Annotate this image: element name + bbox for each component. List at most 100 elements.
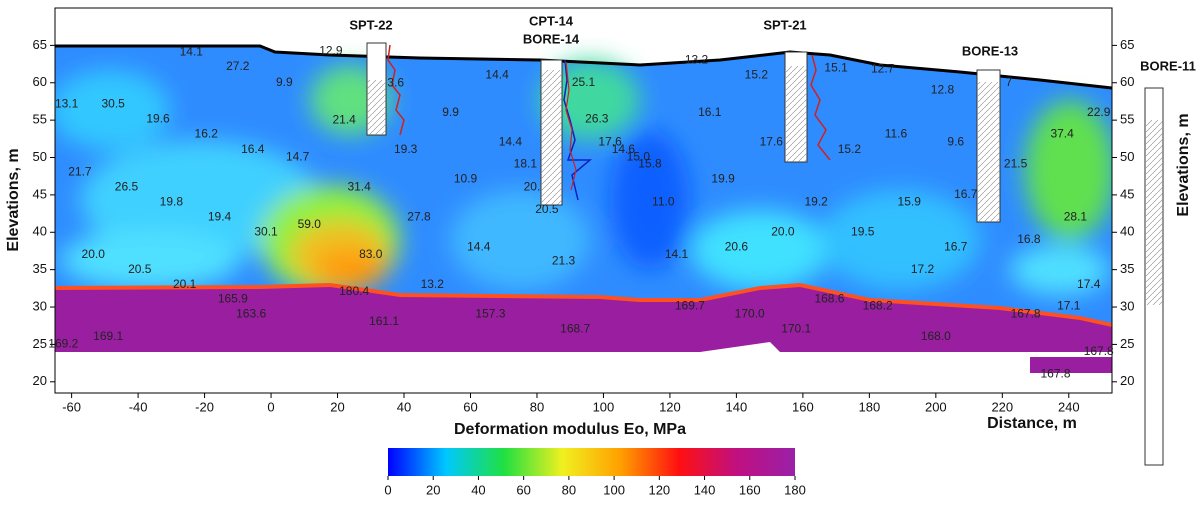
value-label: 3.6 bbox=[387, 76, 404, 90]
colorbar-tick-label: 40 bbox=[471, 482, 485, 497]
borehole-label: SPT-22 bbox=[349, 17, 392, 32]
value-label: 12.7 bbox=[871, 61, 895, 75]
ground-surface bbox=[55, 44, 1112, 90]
value-label: 12.8 bbox=[931, 82, 955, 96]
value-label: 59.0 bbox=[298, 217, 322, 231]
value-label: 17.6 bbox=[598, 135, 622, 149]
y-tick-label: 65 bbox=[33, 37, 47, 52]
colorbar-tick-label: 100 bbox=[603, 482, 625, 497]
y2-tick-label: 65 bbox=[1120, 37, 1134, 52]
x-tick-label: -60 bbox=[62, 399, 81, 414]
value-label: 19.6 bbox=[146, 112, 170, 126]
colorbar-tick-label: 180 bbox=[784, 482, 806, 497]
value-label: 22.9 bbox=[1087, 105, 1111, 119]
value-label: 180.4 bbox=[339, 284, 369, 298]
colorbar-tick-label: 140 bbox=[694, 482, 716, 497]
borehole-labels: SPT-22 CPT-14 BORE-14 SPT-21 BORE-13 BOR… bbox=[349, 13, 1196, 73]
x-tick-label: 140 bbox=[726, 399, 748, 414]
value-label: 165.9 bbox=[218, 292, 248, 306]
value-label: 19.4 bbox=[208, 209, 232, 223]
section-field bbox=[55, 44, 1112, 393]
value-label: 20.0 bbox=[771, 224, 795, 238]
value-label: 37.4 bbox=[1050, 127, 1074, 141]
value-label: 20.5 bbox=[128, 262, 152, 276]
cpt-curve-2 bbox=[565, 61, 577, 191]
y2-tick-label: 40 bbox=[1120, 224, 1134, 239]
colorbar-tick-label: 20 bbox=[426, 482, 440, 497]
value-label: 14.4 bbox=[467, 239, 491, 253]
value-label: 167.8 bbox=[1084, 344, 1114, 358]
value-label: 13.1 bbox=[55, 97, 79, 111]
value-label: 9.6 bbox=[947, 135, 964, 149]
value-label: 15.2 bbox=[745, 67, 769, 81]
x-axis-title: Distance, m bbox=[987, 415, 1077, 432]
value-label: 19.5 bbox=[851, 224, 875, 238]
y2-tick-label: 60 bbox=[1120, 74, 1134, 89]
y-tick-label: 60 bbox=[33, 74, 47, 89]
value-label: 9.9 bbox=[276, 75, 293, 89]
value-label: 17.6 bbox=[760, 135, 784, 149]
value-label: 20.0 bbox=[82, 247, 106, 261]
value-label: 16.7 bbox=[954, 187, 978, 201]
value-label: 168.0 bbox=[921, 329, 951, 343]
borehole-hatch bbox=[541, 70, 562, 205]
borehole-label: BORE-14 bbox=[523, 31, 580, 46]
value-label: 19.3 bbox=[394, 142, 418, 156]
value-label: 15.0 bbox=[627, 150, 651, 164]
value-label: 15.8 bbox=[638, 156, 662, 170]
value-label: 16.7 bbox=[944, 239, 968, 253]
value-label: 167.8 bbox=[1040, 366, 1070, 380]
colorbar-tick-label: 120 bbox=[648, 482, 670, 497]
value-label: 15.9 bbox=[898, 195, 922, 209]
borehole-label: SPT-21 bbox=[763, 17, 806, 32]
x-tick-label: -40 bbox=[129, 399, 148, 414]
value-label: 19.2 bbox=[804, 195, 828, 209]
value-label: 26.5 bbox=[115, 180, 139, 194]
x-tick-label: 0 bbox=[267, 399, 274, 414]
x-tick-label: 100 bbox=[593, 399, 615, 414]
value-label: 169.7 bbox=[675, 298, 705, 312]
colorbar-tick-label: 80 bbox=[562, 482, 576, 497]
value-label: 83.0 bbox=[359, 247, 383, 261]
colorbar-title: Deformation modulus Eo, MPa bbox=[454, 421, 686, 438]
value-label: 14.1 bbox=[180, 44, 204, 58]
borehole-hatch bbox=[367, 80, 386, 135]
value-label: 30.1 bbox=[254, 224, 278, 238]
value-label: 31.4 bbox=[347, 180, 371, 194]
y-tick-label: 45 bbox=[33, 186, 47, 201]
value-label: 15.1 bbox=[824, 61, 848, 75]
value-label: 9.9 bbox=[442, 105, 459, 119]
value-label: 7 bbox=[1006, 75, 1013, 89]
colorbar-tick-label: 160 bbox=[739, 482, 761, 497]
spt-curve bbox=[387, 44, 405, 136]
borehole-label: BORE-11 bbox=[1140, 58, 1196, 73]
borehole-hatch bbox=[785, 66, 807, 162]
x-tick-label: 160 bbox=[792, 399, 814, 414]
value-label: 16.2 bbox=[195, 127, 219, 141]
bedrock-layer bbox=[55, 287, 1112, 373]
colorbar bbox=[388, 448, 795, 476]
bedrock-tail bbox=[1030, 357, 1112, 373]
x-tick-label: 220 bbox=[991, 399, 1013, 414]
value-label: 14.4 bbox=[485, 67, 509, 81]
y-tick-label: 55 bbox=[33, 112, 47, 127]
y-axis-title: Elevations, m bbox=[5, 148, 22, 251]
y2-tick-label: 25 bbox=[1120, 336, 1134, 351]
value-label: 168.6 bbox=[814, 292, 844, 306]
value-label: 18.1 bbox=[514, 156, 538, 170]
value-label: 20.1 bbox=[173, 277, 197, 291]
x-tick-label: 240 bbox=[1058, 399, 1080, 414]
y-tick-label: 50 bbox=[33, 149, 47, 164]
y2-tick-label: 30 bbox=[1120, 298, 1134, 313]
blank bbox=[55, 352, 1112, 393]
value-label: 27.2 bbox=[226, 59, 250, 73]
value-label: 14.7 bbox=[286, 150, 310, 164]
value-label: 26.3 bbox=[585, 112, 609, 126]
value-label: 17.2 bbox=[911, 262, 935, 276]
value-label: 20. bbox=[524, 180, 541, 194]
x-tick-label: 40 bbox=[397, 399, 411, 414]
y-tick-label: 35 bbox=[33, 261, 47, 276]
x-tick-label: 60 bbox=[463, 399, 477, 414]
y2-tick-label: 35 bbox=[1120, 261, 1134, 276]
